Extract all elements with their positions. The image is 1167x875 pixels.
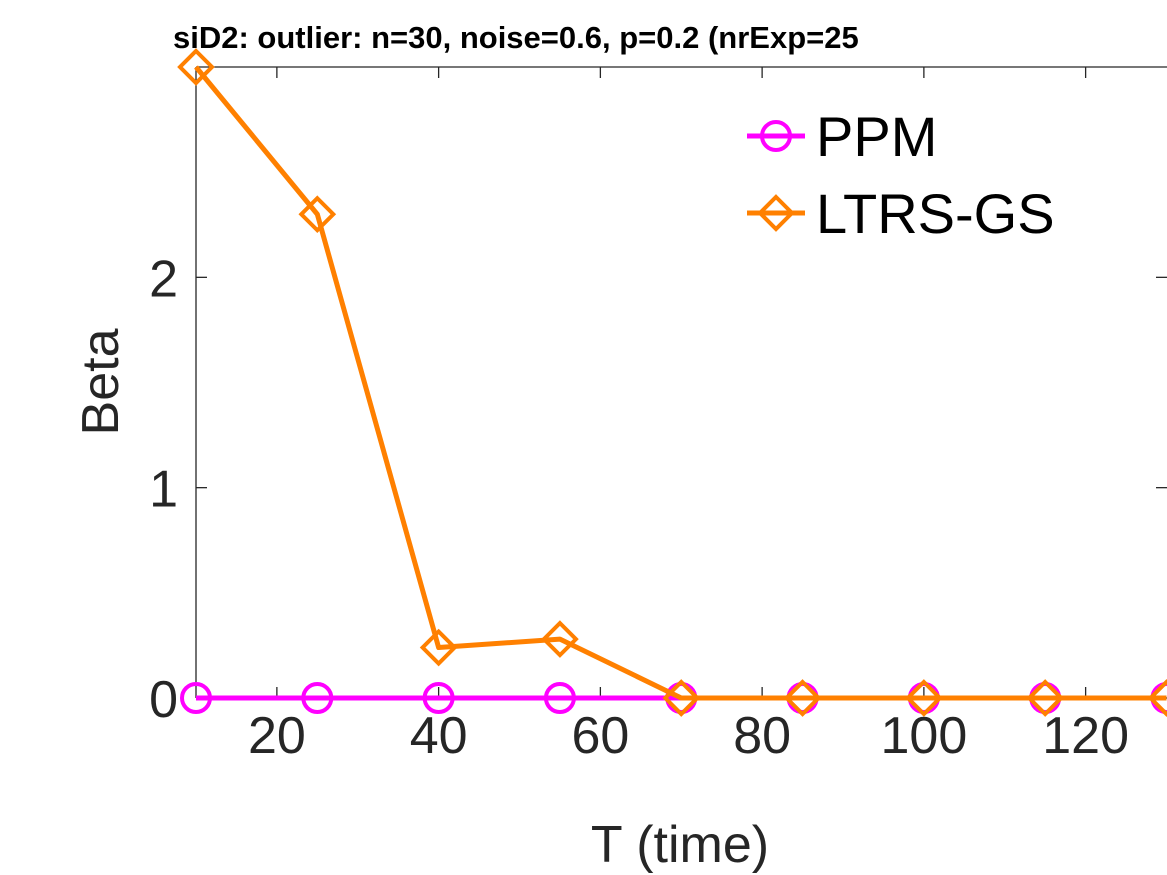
series-ltrs-gs xyxy=(177,48,1167,717)
y-tick-label: 2 xyxy=(149,250,178,308)
legend-label: LTRS-GS xyxy=(816,182,1055,245)
x-axis-label: T (time) xyxy=(591,816,769,874)
data-point-marker xyxy=(419,628,458,667)
legend-swatch-marker xyxy=(760,120,792,152)
series-layer xyxy=(177,48,1167,717)
y-axis-label: Beta xyxy=(72,328,130,435)
legend-item: LTRS-GS xyxy=(747,182,1055,245)
x-tick-label: 100 xyxy=(880,707,967,765)
data-point-marker xyxy=(541,620,579,658)
legend-label: PPM xyxy=(816,105,937,168)
data-point-marker xyxy=(543,682,576,714)
x-tick-label: 80 xyxy=(733,707,791,765)
data-point-marker xyxy=(905,679,943,717)
tick-labels: 20 40 60 80 100 120 0 1 2 xyxy=(149,250,1129,765)
series-line xyxy=(194,65,1167,701)
data-point-marker xyxy=(662,679,701,717)
data-point-marker xyxy=(177,48,215,86)
data-point-marker xyxy=(783,679,822,717)
data-point-marker xyxy=(1026,679,1065,717)
x-tick-label: 20 xyxy=(248,707,306,765)
legend-item: PPM xyxy=(747,105,937,168)
chart-title: siD2: outlier: n=30, noise=0.6, p=0.2 (n… xyxy=(173,20,859,55)
data-point-marker xyxy=(301,682,334,714)
y-tick-label: 1 xyxy=(149,461,178,519)
legend: PPM LTRS-GS xyxy=(747,105,1055,245)
y-tick-label: 0 xyxy=(149,671,178,729)
x-tick-label: 120 xyxy=(1042,707,1129,765)
x-tick-label: 60 xyxy=(571,707,629,765)
x-tick-label: 40 xyxy=(410,707,468,765)
legend-swatch-marker xyxy=(757,194,795,232)
data-point-marker xyxy=(298,195,337,234)
data-point-marker xyxy=(180,682,212,714)
plot-area xyxy=(195,66,1167,699)
data-point-marker xyxy=(422,682,455,714)
